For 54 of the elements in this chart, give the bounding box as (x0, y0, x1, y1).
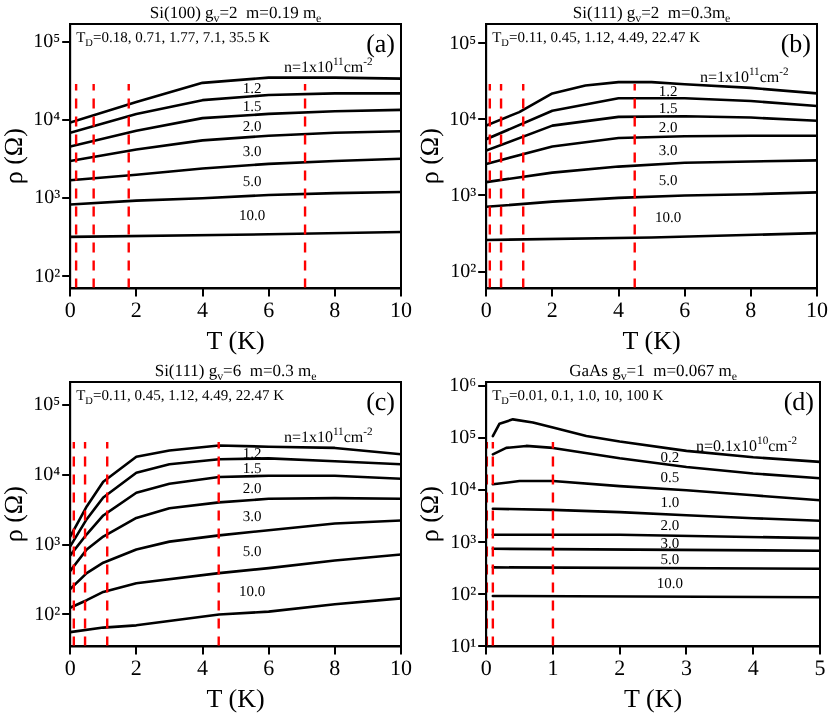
y-tick-label: 10³ (450, 184, 477, 207)
x-tick-label: 6 (679, 299, 692, 324)
annotation: (b) (780, 28, 812, 58)
y-tick-label: 10⁵ (33, 31, 61, 54)
x-tick-label: 0 (480, 299, 493, 324)
y-tick-label: 10¹ (450, 635, 477, 658)
y-axis-title: ρ (Ω) (414, 128, 445, 185)
x-tick-label: 8 (745, 299, 758, 324)
x-tick-label: 4 (197, 657, 209, 682)
y-tick-label: 10⁴ (33, 463, 62, 486)
x-tick-label: 0 (480, 657, 493, 682)
x-tick-label: 6 (263, 657, 276, 682)
y-tick-label: 10³ (450, 531, 477, 554)
x-axis-title: T (K) (622, 325, 681, 356)
x-tick-label: 2 (130, 657, 142, 682)
y-tick-label: 10⁵ (449, 427, 477, 450)
y-tick-label: 10⁴ (449, 479, 478, 502)
x-tick-label: 5 (814, 657, 827, 682)
y-tick-label: 10⁶ (449, 375, 478, 398)
y-tick-label: 10³ (34, 533, 61, 556)
y-tick-label: 10⁵ (449, 32, 477, 55)
x-tick-label: 4 (613, 299, 625, 324)
y-tick-label: 10² (34, 265, 61, 288)
x-tick-label: 2 (130, 299, 142, 324)
y-axis-title: ρ (Ω) (0, 128, 29, 185)
x-tick-label: 10 (390, 299, 413, 324)
x-tick-label: 8 (329, 657, 342, 682)
x-axis-title: T (K) (624, 683, 683, 714)
y-tick-label: 10⁴ (449, 108, 478, 131)
y-tick-label: 10² (450, 260, 477, 283)
x-tick-label: 10 (390, 657, 413, 682)
x-axis-title: T (K) (206, 325, 265, 356)
y-tick-label: 10² (34, 603, 61, 626)
x-tick-label: 10 (806, 299, 829, 324)
x-tick-label: 2 (546, 299, 558, 324)
x-tick-label: 1 (547, 657, 559, 682)
y-tick-label: 10⁴ (33, 109, 62, 132)
x-tick-label: 0 (64, 657, 77, 682)
y-tick-label: 10⁵ (33, 393, 61, 416)
annotation: (d) (783, 386, 815, 416)
x-axis-title: T (K) (206, 683, 265, 714)
x-tick-label: 2 (614, 657, 626, 682)
x-tick-label: 4 (747, 657, 760, 682)
annotation: (a) (366, 28, 396, 58)
x-tick-label: 8 (329, 299, 342, 324)
annotation: (c) (366, 386, 396, 416)
y-axis-title: ρ (Ω) (0, 486, 29, 543)
x-tick-label: 4 (197, 299, 209, 324)
x-tick-label: 6 (263, 299, 276, 324)
y-tick-label: 10² (450, 583, 477, 606)
x-tick-label: 3 (680, 657, 693, 682)
x-tick-label: 0 (64, 299, 77, 324)
y-axis-title: ρ (Ω) (414, 486, 445, 543)
y-tick-label: 10³ (34, 187, 61, 210)
